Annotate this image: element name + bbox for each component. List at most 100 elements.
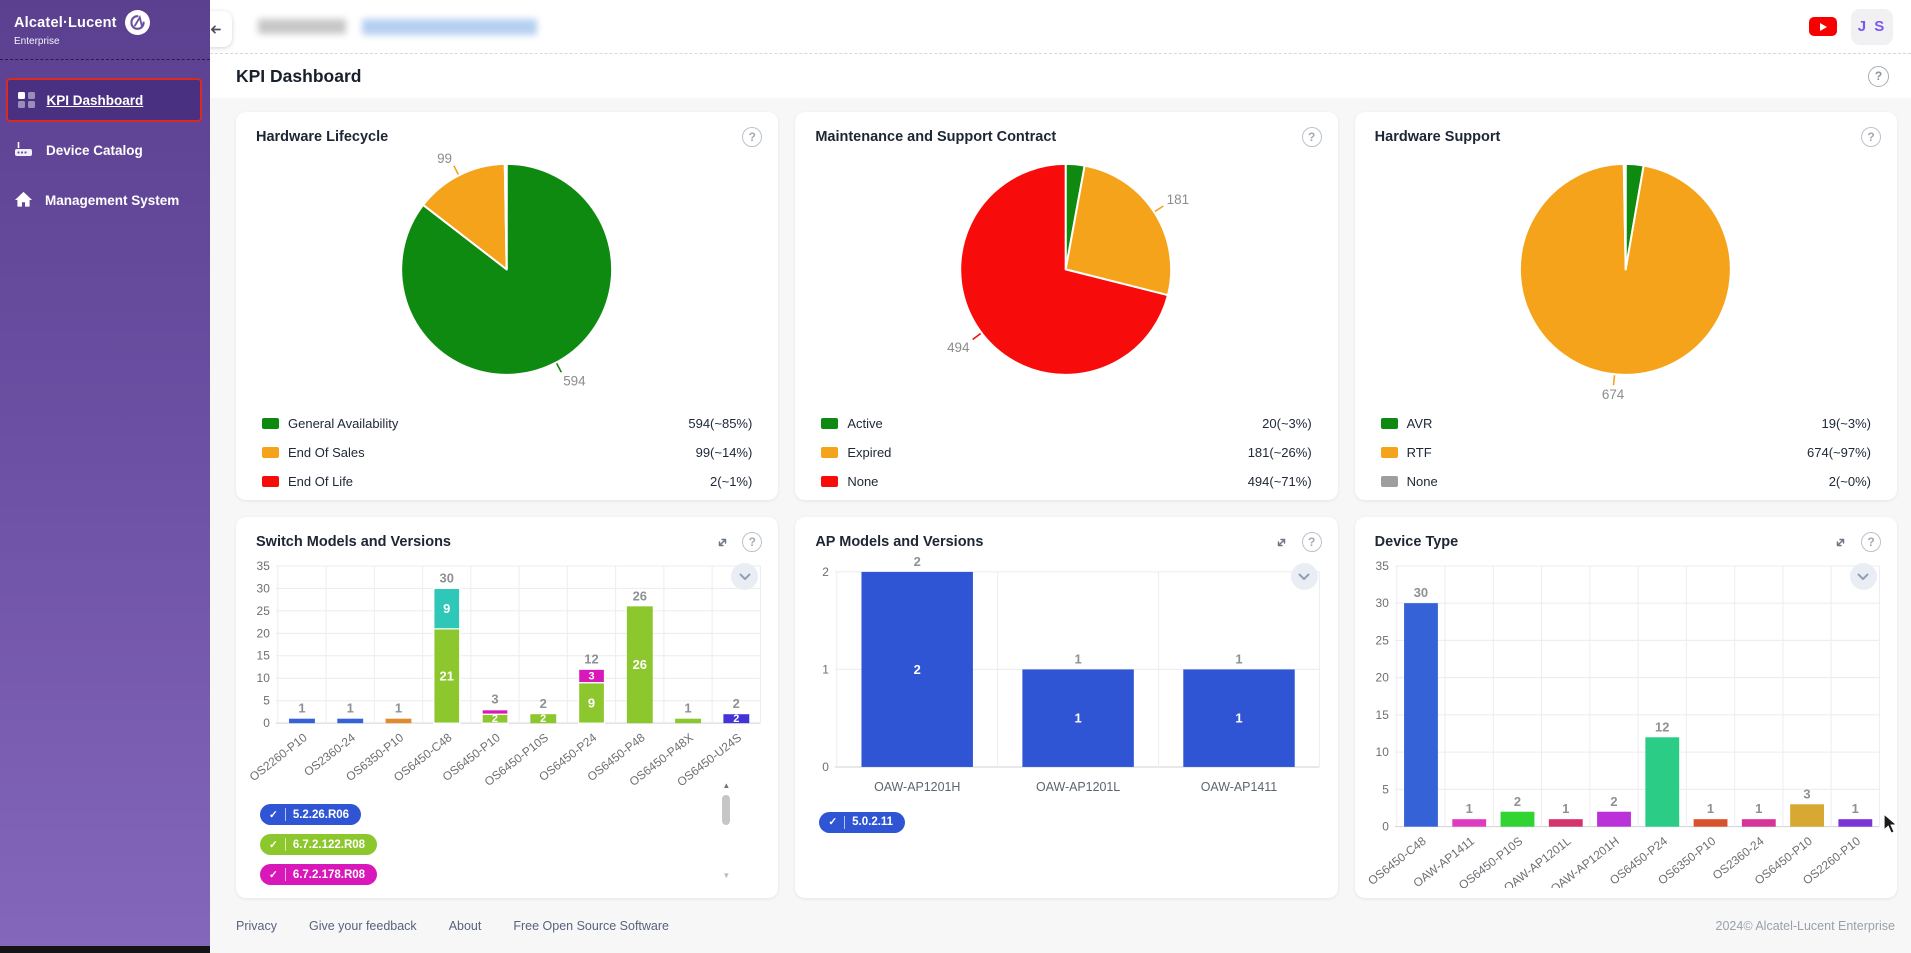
bar-segment (1693, 819, 1728, 827)
svg-text:3: 3 (588, 670, 594, 682)
bar-segment (1022, 669, 1135, 767)
svg-text:26: 26 (633, 588, 647, 603)
svg-text:2: 2 (914, 662, 921, 677)
play-icon (1819, 22, 1827, 31)
chart-legend: General Availability 594(~85%) End Of Sale… (236, 405, 778, 496)
version-chip[interactable]: ✓ 5.2.26.R06 (260, 804, 362, 825)
version-chip[interactable]: ✓ 6.7.2.122.R08 (260, 834, 378, 855)
footer-link-about[interactable]: About (448, 919, 482, 933)
svg-text:30: 30 (257, 581, 271, 595)
user-avatar[interactable]: J S (1851, 8, 1893, 45)
bar-chart-device-type: 0 5 10 15 20 25 30 35 30 OS6450-C48 1 OAW-AP1411 2 OS… (1355, 554, 1897, 899)
help-icon[interactable]: ? (1860, 127, 1881, 147)
chip-divider (284, 838, 286, 851)
card-title: AP Models and Versions (815, 534, 984, 550)
svg-text:494: 494 (947, 340, 970, 355)
svg-text:2: 2 (914, 554, 921, 569)
bar-segment (578, 682, 606, 724)
svg-text:2: 2 (823, 565, 830, 579)
pie-slice (503, 162, 508, 271)
svg-text:OAW-AP1411: OAW-AP1411 (1201, 780, 1277, 794)
expand-icon[interactable] (1272, 532, 1292, 552)
page-footer: Privacy Give your feedback About Free Op… (236, 912, 1895, 940)
svg-text:2: 2 (492, 713, 498, 725)
bar-segment (723, 714, 750, 724)
bar-segment (1645, 737, 1679, 827)
pie-svg: 99 594 (400, 151, 614, 389)
main-area: J S KPI Dashboard ? Hardware Lifecycle ?… (194, 0, 1911, 953)
bar-segment (578, 668, 606, 684)
version-chip[interactable]: ✓ 6.7.2.178.R08 (260, 864, 378, 885)
chip-label: 6.7.2.178.R08 (292, 868, 366, 881)
page: KPI Dashboard ? Hardware Lifecycle ? 99 5… (210, 54, 1911, 953)
scrollbar-thumb[interactable] (722, 795, 731, 825)
sidebar-item-management-system[interactable]: Management System (0, 178, 210, 222)
chevron-down-button[interactable] (731, 563, 759, 590)
bar-segment (861, 571, 974, 767)
chip-label: 5.2.26.R06 (292, 808, 350, 821)
legend-swatch (262, 417, 279, 429)
svg-text:15: 15 (257, 649, 271, 663)
card-title: Hardware Support (1374, 129, 1501, 145)
scroll-up-icon[interactable]: ▲ (722, 781, 731, 790)
svg-text:35: 35 (1375, 559, 1389, 573)
footer-link-foss[interactable]: Free Open Source Software (513, 919, 669, 933)
svg-text:1: 1 (395, 701, 402, 716)
version-chip[interactable]: ✓ 5.0.2.11 (819, 811, 906, 833)
bar-chart-svg: 0510152025303530OS6450-C481OAW-AP14112OS… (1365, 559, 1880, 896)
legend-swatch (262, 446, 279, 458)
bar-chart-ap-models: 0 1 2 2 2 OAW-AP1201H 1 1 OAW-AP1201L 1 1 OAW-AP141… (795, 554, 1337, 899)
svg-text:20: 20 (257, 626, 271, 640)
check-icon: ✓ (828, 816, 838, 829)
chips-scrollbar[interactable]: ▲ ▼ (720, 781, 732, 881)
brand-name: Alcatel·Lucent (14, 14, 117, 31)
pie-chart-hardware-support: 674 AVR 19(~3%) RTF 674(~97%) None 2(~0%) (1355, 149, 1897, 501)
bar-segment (626, 606, 653, 724)
legend-label: None (1406, 473, 1438, 489)
card-title: Switch Models and Versions (256, 534, 451, 550)
bar-segment (481, 709, 509, 715)
sidebar-item-device-catalog[interactable]: Device Catalog (0, 128, 210, 172)
svg-text:12: 12 (584, 651, 598, 666)
youtube-icon[interactable] (1809, 17, 1837, 36)
expand-icon[interactable] (712, 532, 732, 552)
bar-chart-svg: 051015202530351OS2260-P101OS2360-241OS63… (247, 559, 761, 789)
svg-text:25: 25 (1375, 633, 1389, 647)
check-icon: ✓ (269, 868, 278, 881)
cards-grid: Hardware Lifecycle ? 99 594 General Availa… (236, 112, 1897, 898)
chip-divider (284, 808, 286, 821)
help-icon[interactable]: ? (742, 127, 763, 147)
redacted-text-block (258, 19, 346, 34)
svg-text:181: 181 (1167, 192, 1189, 207)
legend-swatch (821, 475, 839, 487)
svg-text:30: 30 (1375, 596, 1389, 610)
footer-link-privacy[interactable]: Privacy (236, 919, 277, 933)
scroll-down-icon[interactable]: ▼ (722, 871, 731, 880)
pie-slice (422, 162, 508, 271)
help-icon[interactable]: ? (742, 532, 763, 552)
pie-slice (959, 162, 1170, 376)
help-icon[interactable]: ? (1301, 532, 1322, 552)
footer-link-feedback[interactable]: Give your feedback (308, 919, 417, 933)
page-help-icon[interactable]: ? (1868, 65, 1889, 87)
copyright-text: 2024© Alcatel-Lucent Enterprise (1715, 919, 1895, 933)
legend-row: General Availability 594(~85%) (262, 409, 752, 438)
expand-icon[interactable] (1831, 532, 1851, 552)
chevron-down-button[interactable] (1290, 563, 1318, 590)
bar-segment (1838, 819, 1872, 827)
svg-text:1: 1 (1236, 651, 1243, 666)
legend-row: Active 20(~3%) (821, 409, 1312, 438)
bar-segment (1183, 669, 1296, 767)
help-icon[interactable]: ? (1301, 127, 1322, 147)
svg-text:OS2260-P10: OS2260-P10 (247, 730, 310, 784)
page-title: KPI Dashboard (236, 65, 362, 86)
bar-chart-switch-models: 0 5 10 15 20 25 30 35 1 OS2260-P10 1 OS2360-24 1 OS63… (236, 554, 778, 899)
chip-label: 6.7.2.122.R08 (292, 838, 366, 851)
svg-text:0: 0 (263, 716, 270, 730)
dashboard-grid-icon (18, 91, 35, 109)
chevron-down-button[interactable] (1849, 563, 1877, 590)
sidebar-item-kpi-dashboard[interactable]: KPI Dashboard (6, 78, 202, 122)
sidebar-item-label: KPI Dashboard (46, 92, 144, 108)
help-icon[interactable]: ? (1860, 532, 1881, 552)
